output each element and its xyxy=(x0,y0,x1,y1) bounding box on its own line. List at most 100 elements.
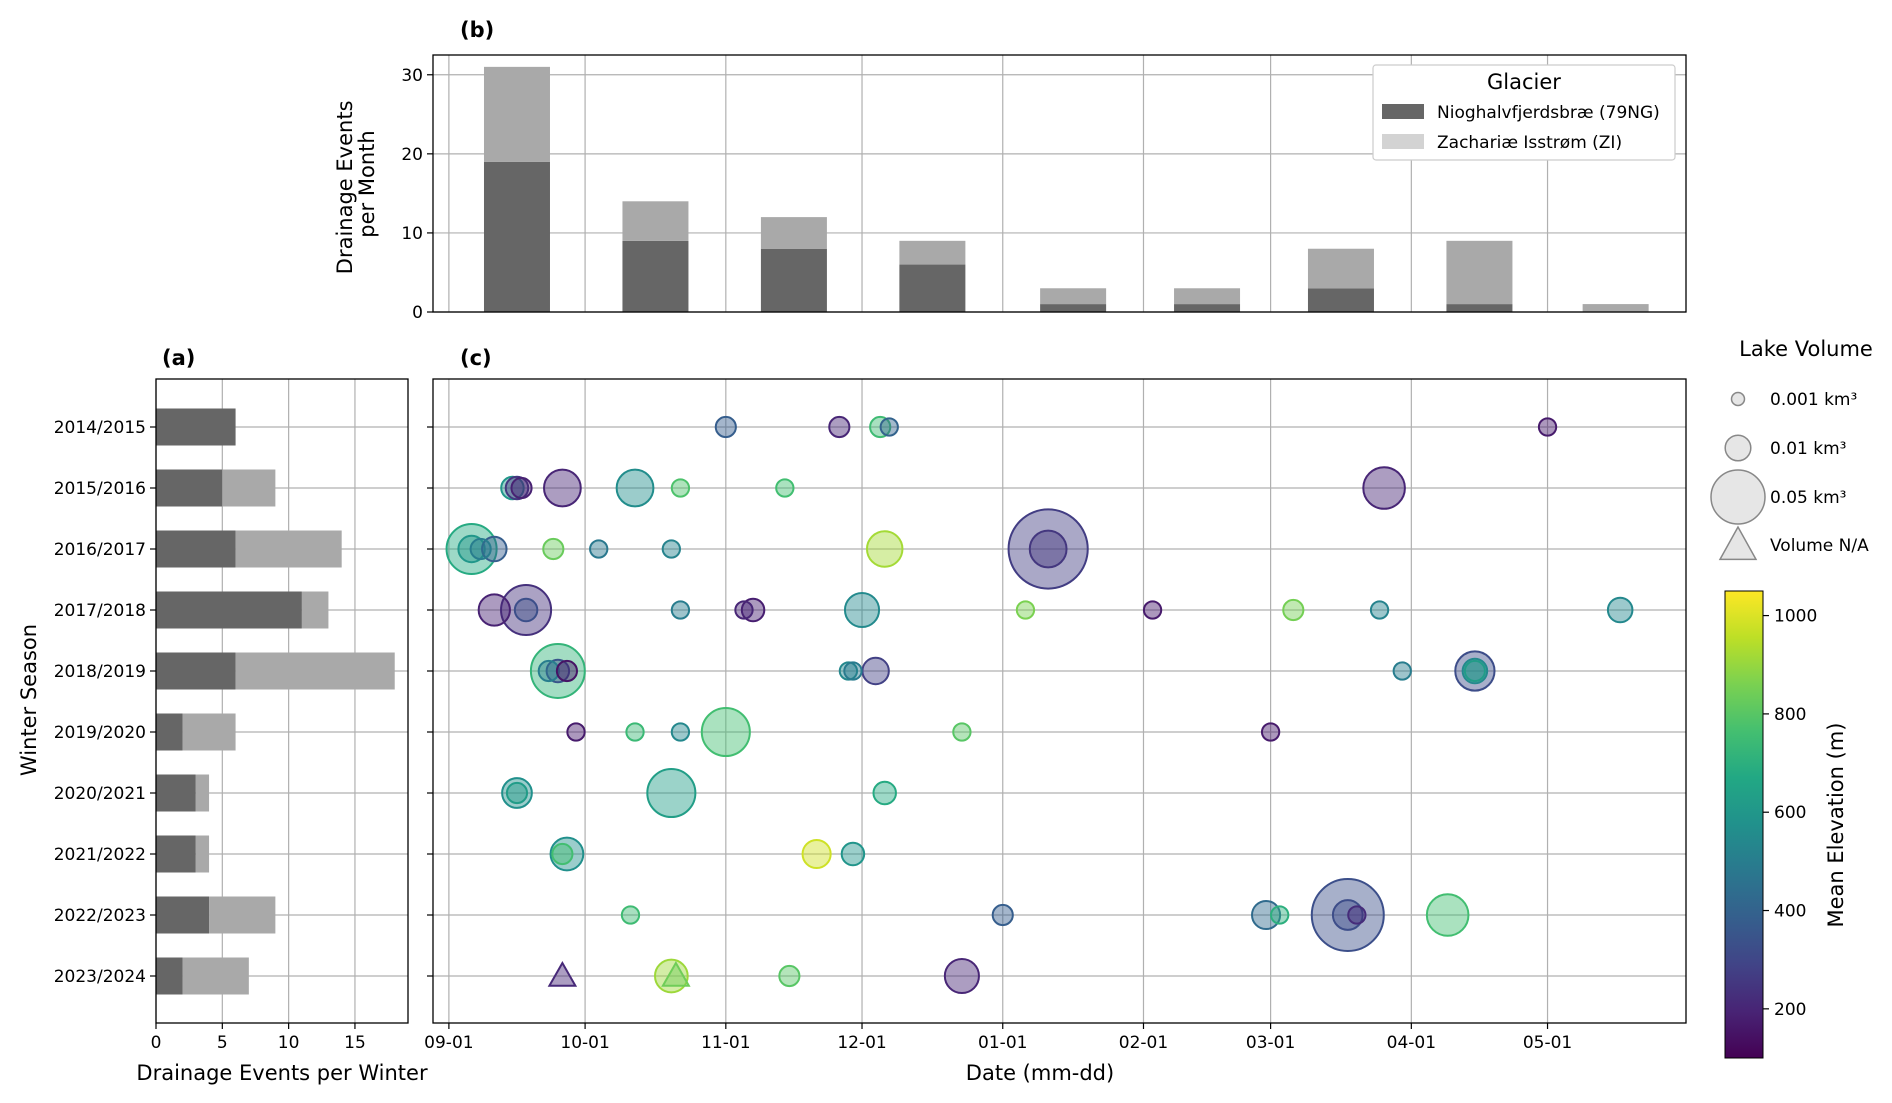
bar-79ng-feb xyxy=(1174,304,1241,312)
bar-zi-oct xyxy=(622,201,689,241)
panel-c-xtick-label: 01-01 xyxy=(978,1033,1027,1053)
lake-point xyxy=(1537,417,1558,437)
bar-zi-apr xyxy=(1446,240,1513,305)
panel-b-ytick-label: 0 xyxy=(412,303,423,323)
bar-79ng-2018-2019 xyxy=(156,652,236,690)
panel-c-xtick-label: 09-01 xyxy=(424,1033,473,1053)
panel-c-xtick-label: 04-01 xyxy=(1387,1033,1436,1053)
panel-a-xtick-label: 5 xyxy=(217,1033,228,1053)
panel-a-x-ticks: 0 5 10 15 xyxy=(151,1023,366,1053)
panel-c-frame xyxy=(432,378,1687,1024)
season-label: 2023/2024 xyxy=(54,967,146,987)
lake-point xyxy=(670,600,691,620)
lake-point xyxy=(1015,600,1036,620)
lake-volume-legend-title: Lake Volume xyxy=(1739,337,1873,361)
panel-c-xtick-label: 12-01 xyxy=(837,1033,886,1053)
lake-point xyxy=(504,475,530,501)
lake-point xyxy=(589,539,609,559)
bar-79ng-jan xyxy=(1040,304,1107,312)
volume-legend-label: 0.001 km³ xyxy=(1770,390,1857,410)
lake-point xyxy=(543,468,582,508)
lake-point xyxy=(1463,659,1486,683)
lake-point xyxy=(843,591,881,629)
panel-a-label: (a) xyxy=(162,346,195,370)
lake-point xyxy=(1270,905,1290,925)
bar-79ng-2016-2017 xyxy=(156,530,236,568)
volume-na-triangle-icon xyxy=(1718,525,1758,561)
elevation-colorbar: 200 400 600 800 1000 Mean Elevation (m) xyxy=(1724,590,1848,1059)
lake-point xyxy=(551,842,574,866)
bar-zi-feb xyxy=(1174,288,1241,305)
panel-a-frame xyxy=(155,378,409,1024)
panel-a-xtick-label: 10 xyxy=(278,1033,300,1053)
legend-label-zachariae: Zachariæ Isstrøm (ZI) xyxy=(1437,133,1622,153)
bar-79ng-2017-2018 xyxy=(156,591,302,629)
panel-a-x-axis-label: Drainage Events per Winter xyxy=(136,1061,428,1085)
lake-point xyxy=(555,659,579,683)
bar-79ng-2020-2021 xyxy=(156,774,196,812)
bar-79ng-2014-2015 xyxy=(156,408,236,446)
lake-point xyxy=(542,537,565,561)
panel-c-gridlines xyxy=(433,379,1686,1023)
volume-legend-circle xyxy=(1730,391,1746,407)
season-label: 2018/2019 xyxy=(54,662,146,682)
panel-b-bars xyxy=(483,66,1649,312)
bar-79ng-mar xyxy=(1307,288,1374,312)
bar-79ng-2022-2023 xyxy=(156,896,210,934)
bar-79ng-2021-2022 xyxy=(156,835,196,873)
lake-point xyxy=(1347,905,1367,925)
lake-point xyxy=(943,957,980,995)
lake-point xyxy=(661,539,681,559)
lake-point xyxy=(615,468,655,508)
lake-point xyxy=(1392,661,1412,681)
season-label: 2016/2017 xyxy=(54,540,146,560)
lake-point xyxy=(838,661,859,681)
panel-a-bars xyxy=(156,408,395,995)
season-label: 2017/2018 xyxy=(54,601,146,621)
lake-point xyxy=(549,836,585,872)
glacier-legend-title: Glacier xyxy=(1487,70,1561,94)
bar-zi-jan xyxy=(1040,288,1107,305)
bar-zi-2021-2022 xyxy=(195,835,210,873)
panel-a-y-axis-label: Winter Season xyxy=(17,624,41,776)
panel-c-xtick-label: 02-01 xyxy=(1119,1033,1168,1053)
panel-c-label: (c) xyxy=(460,346,492,370)
colorbar-tick-label: 200 xyxy=(1774,1000,1806,1020)
lake-point xyxy=(513,597,539,623)
lake-point xyxy=(670,722,691,742)
lake-point xyxy=(625,722,645,742)
lake-point xyxy=(952,722,972,742)
bar-zi-dec xyxy=(899,240,966,265)
panel-b-monthly-bar-chart: (b) 0 10 20 30 Drainage Events per Month Gl… xyxy=(333,18,1687,323)
bar-79ng-sep xyxy=(483,161,550,312)
lake-point xyxy=(840,841,866,867)
bar-79ng-apr xyxy=(1446,304,1513,312)
lake-point xyxy=(620,905,641,925)
season-label: 2015/2016 xyxy=(54,479,146,499)
bar-zi-2016-2017 xyxy=(235,530,342,568)
bar-zi-2018-2019 xyxy=(235,652,395,690)
lake-point xyxy=(700,706,751,758)
panel-c-xtick-label: 03-01 xyxy=(1246,1033,1295,1053)
lake-point-na xyxy=(661,960,691,987)
panel-c-points xyxy=(445,415,1634,995)
season-label: 2014/2015 xyxy=(54,418,146,438)
lake-point xyxy=(477,593,511,627)
volume-legend-label: 0.01 km³ xyxy=(1770,439,1846,459)
glacier-legend: Glacier Nioghalvfjerdsbræ (79NG) Zachari… xyxy=(1372,64,1676,161)
season-label: 2019/2020 xyxy=(54,723,146,743)
panel-c-xtick-label: 05-01 xyxy=(1523,1033,1572,1053)
panel-b-y-axis-label: Drainage Events per Month xyxy=(333,94,379,274)
season-label: 2021/2022 xyxy=(54,845,146,865)
lake-point xyxy=(510,476,533,500)
season-label: 2022/2023 xyxy=(54,906,146,926)
volume-legend-circle xyxy=(1724,434,1752,462)
lake-point xyxy=(500,583,553,637)
lake-point xyxy=(1007,508,1089,590)
legend-swatch-nioghalv xyxy=(1382,104,1424,119)
panel-b-y-axis-label-line1: Drainage Events xyxy=(333,100,357,274)
panel-c-x-axis-label: Date (mm-dd) xyxy=(966,1061,1114,1085)
bar-79ng-2023-2024 xyxy=(156,957,183,995)
volume-legend-circle xyxy=(1710,469,1766,525)
